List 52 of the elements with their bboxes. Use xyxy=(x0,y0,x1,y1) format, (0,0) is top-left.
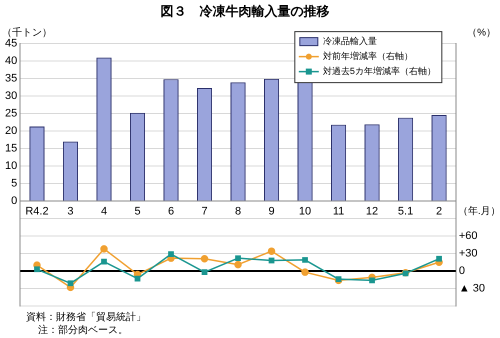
text: 資料：財務省「貿易統計」 xyxy=(26,310,146,323)
legend-label: 冷凍品輸入量 xyxy=(322,36,377,46)
point xyxy=(234,260,242,268)
y-tick-label: 40 xyxy=(4,55,18,68)
y2-axis-title: （%） xyxy=(467,27,496,38)
point xyxy=(34,266,40,272)
y-tick-label: 15 xyxy=(4,142,18,155)
x-tick-label: 10 xyxy=(298,206,312,218)
y-tick-label: 10 xyxy=(4,160,18,172)
point xyxy=(100,245,108,253)
point xyxy=(369,277,375,284)
y2-tick-label: +30 xyxy=(458,248,478,260)
point xyxy=(436,256,442,262)
x-axis-title: （年.月） xyxy=(458,204,500,217)
y2-tick-label: ▲ 30 xyxy=(458,282,486,295)
x-tick-label: 3 xyxy=(67,206,74,218)
x-tick-label: 9 xyxy=(268,206,275,218)
point xyxy=(200,255,208,263)
y-tick-label: 30 xyxy=(4,90,18,102)
y-tick-label: 45 xyxy=(4,38,18,50)
x-tick-label: 4 xyxy=(100,206,108,218)
point xyxy=(235,255,241,262)
point xyxy=(302,257,308,263)
point xyxy=(168,251,174,257)
x-tick-label: 5 xyxy=(134,206,141,218)
y-tick-label: 5 xyxy=(11,178,18,190)
y-tick-label: 25 xyxy=(4,108,18,120)
x-tick-label: 6 xyxy=(168,206,174,218)
point xyxy=(68,280,74,286)
point xyxy=(134,276,140,282)
x-tick-label: 7 xyxy=(201,206,208,218)
point xyxy=(202,269,208,276)
x-tick-label: 2 xyxy=(436,206,442,218)
x-tick-label: 8 xyxy=(234,206,242,218)
y2-tick-label: 0 xyxy=(458,265,465,278)
y2-tick-label: +60 xyxy=(458,230,478,242)
y-axis-title: （千トン） xyxy=(2,26,52,38)
y-tick-label: 20 xyxy=(4,125,18,138)
x-tick-label: R4.2 xyxy=(25,206,49,218)
point xyxy=(268,247,276,255)
x-tick-label: 12 xyxy=(366,206,378,218)
point xyxy=(301,268,309,276)
legend-label: 対前年増減率（右軸） xyxy=(322,51,413,62)
point xyxy=(101,258,107,265)
x-tick-label: 11 xyxy=(332,206,344,218)
y-tick-label: 35 xyxy=(4,72,18,85)
x-tick-label: 5.1 xyxy=(398,206,414,218)
chart-title: 図３ 冷凍牛肉輸入量の推移 xyxy=(160,3,330,18)
legend-label: 対過去5カ年増減率（右軸） xyxy=(322,66,436,76)
point xyxy=(268,258,274,264)
y-tick-label: 0 xyxy=(11,195,18,208)
text: 注：部分肉ベース。 xyxy=(38,324,128,336)
